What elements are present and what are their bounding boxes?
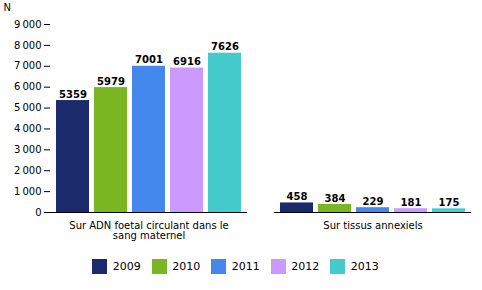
- svg-text:7 000: 7 000: [14, 60, 41, 71]
- svg-text:7001: 7001: [135, 54, 163, 65]
- svg-text:384: 384: [325, 193, 346, 204]
- svg-text:229: 229: [363, 196, 384, 207]
- svg-text:N: N: [4, 2, 11, 13]
- svg-text:2 000: 2 000: [14, 165, 41, 176]
- svg-text:5 000: 5 000: [14, 102, 41, 113]
- svg-text:7626: 7626: [211, 41, 239, 52]
- svg-text:Sur ADN foetal circulant dans: Sur ADN foetal circulant dans lesang mat…: [69, 220, 228, 241]
- svg-text:4 000: 4 000: [14, 123, 41, 134]
- svg-text:5359: 5359: [59, 89, 87, 100]
- html-text:2013: 2013: [350, 260, 379, 273]
- svg-text:458: 458: [287, 191, 308, 202]
- svg-text:181: 181: [401, 197, 422, 208]
- html-text:2012: 2012: [291, 260, 320, 273]
- html-text:2010: 2010: [172, 260, 201, 273]
- svg-text:6916: 6916: [173, 56, 201, 67]
- svg-text:1 000: 1 000: [14, 186, 41, 197]
- svg-text:175: 175: [439, 197, 460, 208]
- svg-text:9 000: 9 000: [14, 19, 41, 30]
- svg-text:8 000: 8 000: [14, 40, 41, 51]
- svg-text:Sur tissus annexiels: Sur tissus annexiels: [323, 220, 422, 231]
- svg-text:5979: 5979: [97, 76, 125, 87]
- svg-text:3 000: 3 000: [14, 144, 41, 155]
- svg-text:0: 0: [35, 207, 41, 218]
- html-text:2009: 2009: [112, 260, 141, 273]
- html-text:2011: 2011: [231, 260, 260, 273]
- svg-text:6 000: 6 000: [14, 81, 41, 92]
